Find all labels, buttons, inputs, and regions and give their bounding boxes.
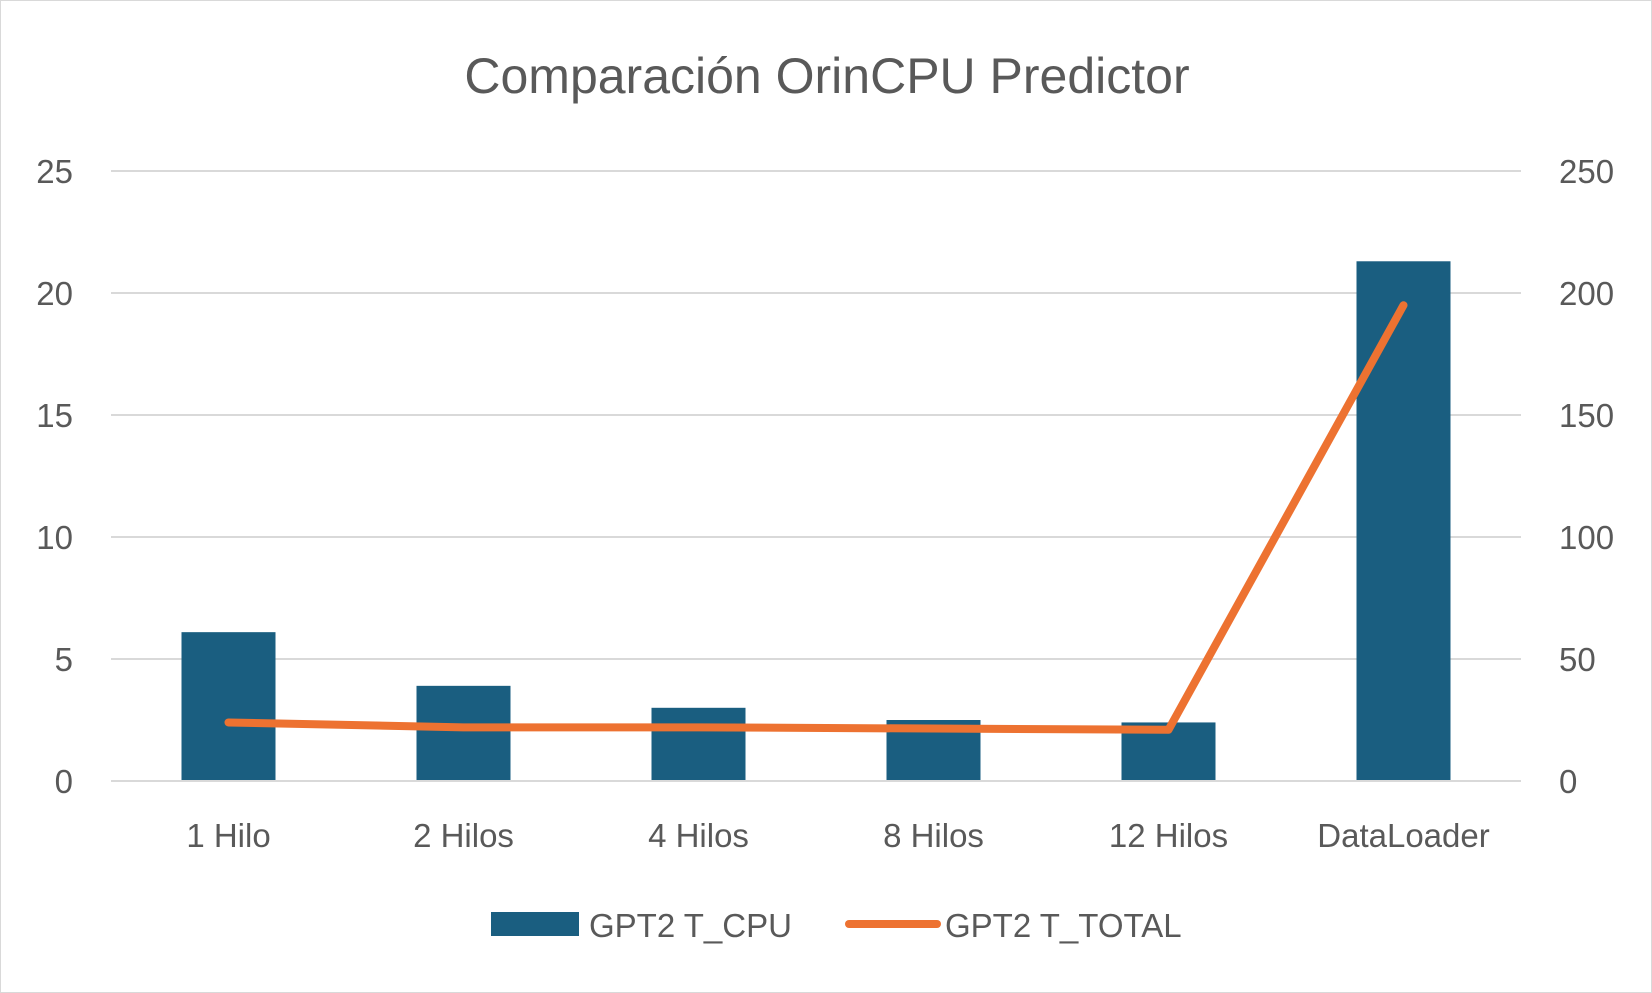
category-label: 2 Hilos bbox=[413, 817, 514, 854]
right-tick-label: 100 bbox=[1559, 519, 1614, 556]
left-tick-label: 15 bbox=[36, 397, 73, 434]
left-axis-ticks: 0 5 10 15 20 25 bbox=[36, 153, 73, 800]
right-tick-label: 50 bbox=[1559, 641, 1596, 678]
line-series bbox=[224, 301, 1408, 734]
category-label: 1 Hilo bbox=[186, 817, 270, 854]
category-label: DataLoader bbox=[1317, 817, 1489, 854]
series-line bbox=[224, 301, 1408, 734]
left-tick-label: 10 bbox=[36, 519, 73, 556]
legend-swatch-bar bbox=[491, 912, 579, 936]
right-axis-ticks: 0 50 100 150 200 250 bbox=[1559, 153, 1614, 800]
category-label: 4 Hilos bbox=[648, 817, 749, 854]
bar-series bbox=[181, 261, 1451, 781]
right-tick-label: 200 bbox=[1559, 275, 1614, 312]
left-tick-label: 0 bbox=[55, 763, 73, 800]
right-tick-label: 0 bbox=[1559, 763, 1577, 800]
right-tick-label: 150 bbox=[1559, 397, 1614, 434]
legend: GPT2 T_CPU GPT2 T_TOTAL bbox=[491, 907, 1182, 944]
category-labels: 1 Hilo 2 Hilos 4 Hilos 8 Hilos 12 Hilos DataL… bbox=[186, 817, 1489, 854]
legend-label-bar: GPT2 T_CPU bbox=[589, 907, 792, 944]
chart-title: Comparación OrinCPU Predictor bbox=[464, 48, 1189, 104]
bar bbox=[416, 685, 511, 781]
category-label: 12 Hilos bbox=[1109, 817, 1228, 854]
left-tick-label: 5 bbox=[55, 641, 73, 678]
left-tick-label: 20 bbox=[36, 275, 73, 312]
category-label: 8 Hilos bbox=[883, 817, 984, 854]
legend-label-line: GPT2 T_TOTAL bbox=[945, 907, 1182, 944]
bar bbox=[651, 707, 746, 781]
bar bbox=[181, 632, 276, 781]
gridlines bbox=[111, 170, 1521, 660]
bar bbox=[1356, 261, 1451, 781]
right-tick-label: 250 bbox=[1559, 153, 1614, 190]
left-tick-label: 25 bbox=[36, 153, 73, 190]
